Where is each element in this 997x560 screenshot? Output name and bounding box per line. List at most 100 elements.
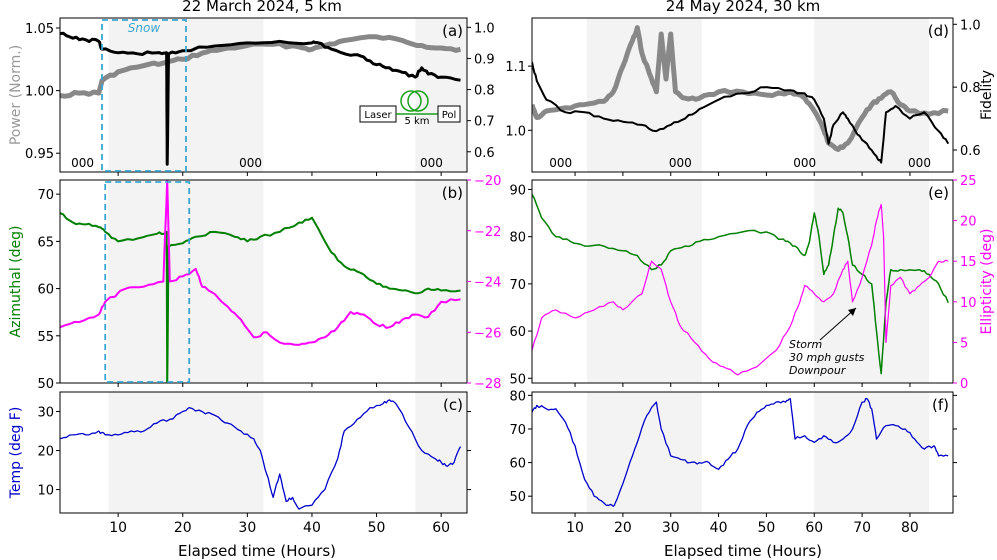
- plot-frame: [59, 391, 468, 514]
- panel-label: (d): [928, 22, 949, 40]
- code-label: 000: [239, 156, 262, 170]
- y2-tick-label: 20: [960, 215, 977, 230]
- x-tick-label: 10: [109, 520, 127, 536]
- plot-frame: [531, 179, 954, 384]
- code-label: 000: [793, 156, 816, 170]
- y2-tick-label: 0: [960, 377, 968, 392]
- y-tick-label: 60: [37, 283, 54, 298]
- y-tick-label: 1.0: [505, 124, 526, 139]
- night-band: [587, 392, 702, 513]
- x-tick-label: 50: [758, 520, 776, 536]
- plot-frame: [531, 391, 954, 514]
- x-tick-label: 60: [432, 520, 450, 536]
- y-tick-label: 60: [509, 457, 526, 472]
- x-axis-label-right: Elapsed time (Hours): [664, 542, 822, 560]
- night-band: [587, 18, 702, 172]
- y2-tick-label: 0.8: [960, 81, 981, 96]
- x-tick-label: 40: [303, 520, 321, 536]
- night-band: [415, 18, 467, 172]
- snow-label: Snow: [128, 21, 161, 35]
- x-tick-label: 10: [566, 520, 584, 536]
- y2-tick-label: 0.6: [474, 146, 495, 161]
- y2-tick-label: 5: [960, 336, 968, 351]
- y-tick-label: 1.00: [25, 85, 54, 100]
- storm-annotation: Downpour: [789, 364, 847, 377]
- series-line: [60, 31, 461, 166]
- y-axis-label: Power (Norm.): [8, 45, 24, 145]
- storm-annotation: 30 mph gusts: [789, 351, 865, 364]
- y-tick-label: 60: [509, 325, 526, 340]
- y-tick-label: 90: [509, 183, 526, 198]
- x-tick-label: 30: [662, 520, 680, 536]
- snow-box: [101, 19, 187, 172]
- panel-label: (e): [928, 184, 949, 202]
- y-tick-label: 50: [37, 377, 54, 392]
- y2-tick-label: 10: [960, 296, 977, 311]
- y2-tick-label: 25: [960, 174, 977, 189]
- night-band: [108, 180, 264, 383]
- y-tick-label: 50: [509, 490, 526, 505]
- series-line: [532, 25, 949, 152]
- panel-label: (f): [932, 396, 949, 414]
- night-band: [814, 180, 930, 383]
- y2-tick-label: 0.7: [474, 115, 495, 130]
- series-line: [60, 34, 462, 99]
- x-tick-label: 80: [901, 520, 919, 536]
- fiber-coil-icon: [400, 90, 422, 112]
- series-line: [532, 397, 949, 507]
- y2-tick-label: 0.9: [474, 52, 495, 67]
- y-tick-label: 70: [37, 188, 54, 203]
- right-column-title: 24 May 2024, 30 km: [666, 0, 821, 15]
- y-tick-label: 55: [37, 330, 54, 345]
- panel-d: 1.0 1.1 0.6 0.8 1.0 (d) Fidelity 000 000 000 000: [505, 17, 995, 176]
- code-label: 000: [908, 156, 931, 170]
- y-tick-label: 0.95: [25, 147, 54, 162]
- pol-label: Pol: [442, 110, 457, 121]
- y-tick-label: 80: [509, 231, 526, 246]
- panel-b: 50 55 60 65 70 −28 −26 −24 −22 −20 (b) Azimuthal (d…: [8, 174, 501, 392]
- panel-label: (a): [442, 22, 463, 40]
- fiber-coil-icon: [407, 90, 429, 112]
- y2-tick-label: 1.0: [474, 21, 495, 36]
- snow-box: [104, 181, 191, 383]
- y2-axis-label: Ellipticity (deg): [979, 229, 995, 335]
- code-label: 000: [549, 156, 572, 170]
- code-label: 000: [420, 156, 443, 170]
- y2-tick-label: 0.8: [474, 84, 495, 99]
- y2-tick-label: −28: [474, 377, 501, 392]
- panel-label: (b): [442, 184, 463, 202]
- y2-tick-label: 15: [960, 255, 977, 270]
- panel-e: 50 60 70 80 90 0 5 10 15 20 25 (e) Ellipticity (deg)…: [509, 174, 995, 392]
- series-line: [60, 399, 462, 510]
- night-band: [108, 392, 264, 513]
- panel-f: 50 60 70 80 10 20 30 40 50 60 70 80 (f): [509, 389, 957, 536]
- y-tick-label: 1.05: [25, 22, 54, 37]
- x-tick-label: 20: [174, 520, 192, 536]
- series-line: [532, 61, 950, 164]
- y2-tick-label: −22: [474, 225, 501, 240]
- pol-box: [437, 105, 461, 123]
- fiber-length-label: 5 km: [404, 116, 429, 127]
- y-tick-label: 50: [509, 372, 526, 387]
- y-tick-label: 1.1: [505, 60, 526, 75]
- x-tick-label: 40: [710, 520, 728, 536]
- storm-arrow: [819, 307, 857, 341]
- y-tick-label: 20: [37, 445, 54, 460]
- x-tick-label: 70: [853, 520, 871, 536]
- panel-a: 0.95 1.00 1.05 0.6 0.7 0.8 0.9 1.0 (a) Power (Nor…: [8, 17, 495, 176]
- code-label: 000: [669, 156, 692, 170]
- panel-c: 10 20 30 10 20 30 40 50 60 (c) Temp (deg F): [8, 391, 471, 536]
- y-tick-label: 65: [37, 235, 54, 250]
- y-axis-label: Azimuthal (deg): [8, 226, 24, 338]
- y2-tick-label: −26: [474, 326, 501, 341]
- y-tick-label: 10: [37, 484, 54, 499]
- y-axis-label: Temp (deg F): [8, 407, 24, 500]
- plot-frame: [531, 17, 954, 173]
- storm-arrow-head: [848, 308, 856, 316]
- x-tick-label: 30: [238, 520, 256, 536]
- y-tick-label: 30: [37, 406, 54, 421]
- x-tick-label: 20: [614, 520, 632, 536]
- y2-axis-label: Fidelity: [979, 70, 995, 120]
- y-tick-label: 70: [509, 278, 526, 293]
